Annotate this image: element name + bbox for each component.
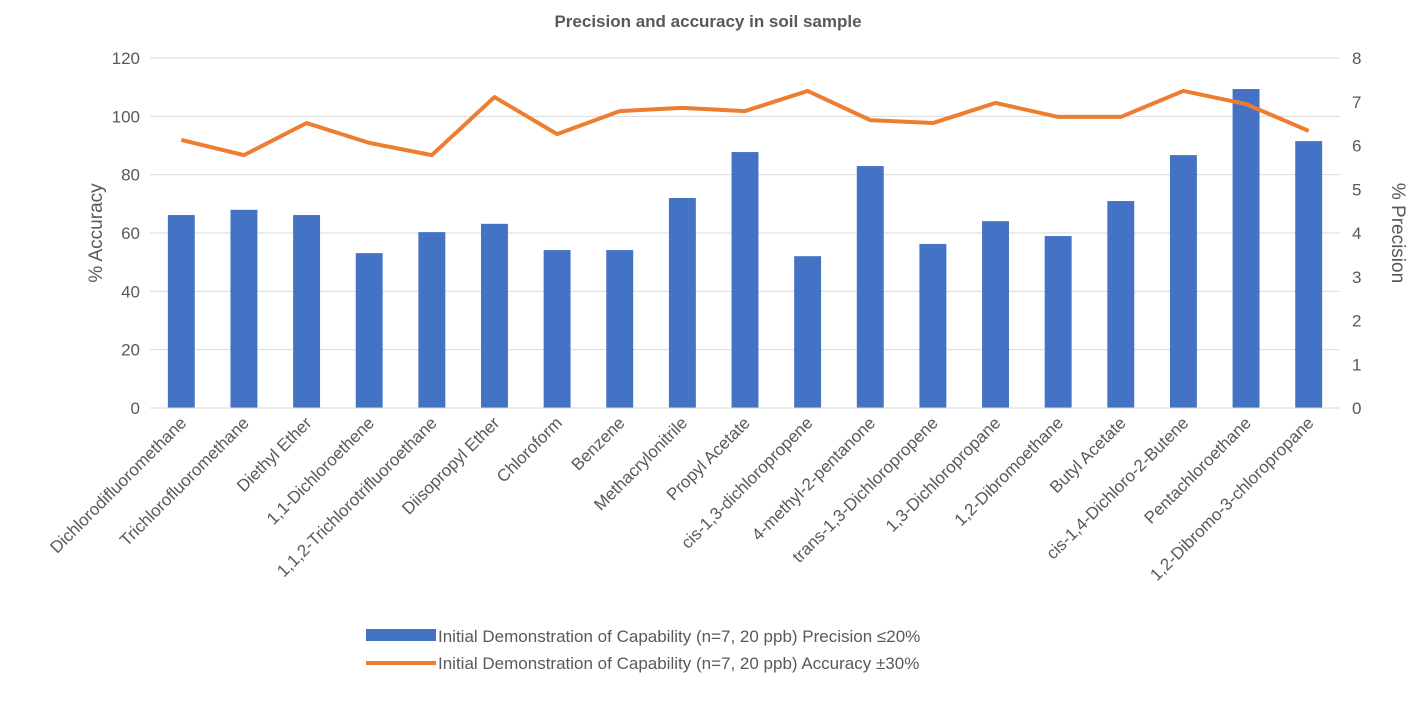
y2-tick-label: 4 — [1352, 224, 1361, 243]
x-tick-label: 4-methyl-2-pentanone — [748, 413, 879, 544]
y2-tick-label: 3 — [1352, 268, 1361, 287]
bar — [355, 253, 383, 408]
y-tick-label: 40 — [121, 282, 140, 301]
bar — [1232, 89, 1260, 408]
bar — [1107, 201, 1135, 408]
x-tick-label: Pentachloroethane — [1141, 413, 1255, 527]
bar — [1044, 236, 1072, 408]
legend-swatch — [366, 629, 436, 641]
x-tick-label: Chloroform — [493, 413, 566, 486]
bar — [1295, 141, 1323, 408]
x-tick-label: 1,1-Dichloroethene — [263, 413, 378, 528]
y2-tick-label: 1 — [1352, 355, 1361, 374]
bar — [167, 215, 195, 408]
bar — [794, 256, 822, 408]
y2-tick-label: 8 — [1352, 49, 1361, 68]
y2-tick-label: 6 — [1352, 137, 1361, 156]
y-tick-label: 100 — [112, 107, 140, 126]
x-tick-label: Benzene — [568, 413, 629, 474]
y-tick-label: 0 — [131, 399, 140, 418]
y2-tick-label: 5 — [1352, 180, 1361, 199]
x-tick-label: 1,3-Dichloropropane — [882, 413, 1004, 535]
bar — [1169, 155, 1197, 408]
y-tick-label: 80 — [121, 166, 140, 185]
bar — [606, 250, 634, 408]
bar — [481, 223, 508, 408]
legend-label: Initial Demonstration of Capability (n=7… — [438, 654, 919, 673]
bar — [982, 221, 1009, 408]
bar — [668, 198, 696, 408]
bar — [856, 166, 884, 408]
bar — [731, 152, 759, 408]
x-tick-label: 1,2-Dibromoethane — [951, 413, 1067, 529]
y2-axis-title: % Precision — [1387, 183, 1408, 283]
y2-tick-label: 2 — [1352, 312, 1361, 331]
legend-label: Initial Demonstration of Capability (n=7… — [438, 627, 920, 646]
bar — [293, 215, 321, 408]
bar — [418, 232, 446, 408]
y-axis-title: % Accuracy — [86, 183, 107, 283]
bar — [543, 250, 571, 408]
y2-tick-label: 7 — [1352, 93, 1361, 112]
chart-title: Precision and accuracy in soil sample — [554, 12, 861, 31]
line — [180, 88, 1310, 158]
y-tick-label: 120 — [112, 49, 140, 68]
y-tick-label: 60 — [121, 224, 140, 243]
y2-tick-label: 0 — [1352, 399, 1361, 418]
bar — [919, 243, 947, 408]
y-tick-label: 20 — [121, 341, 140, 360]
bar — [230, 209, 258, 408]
